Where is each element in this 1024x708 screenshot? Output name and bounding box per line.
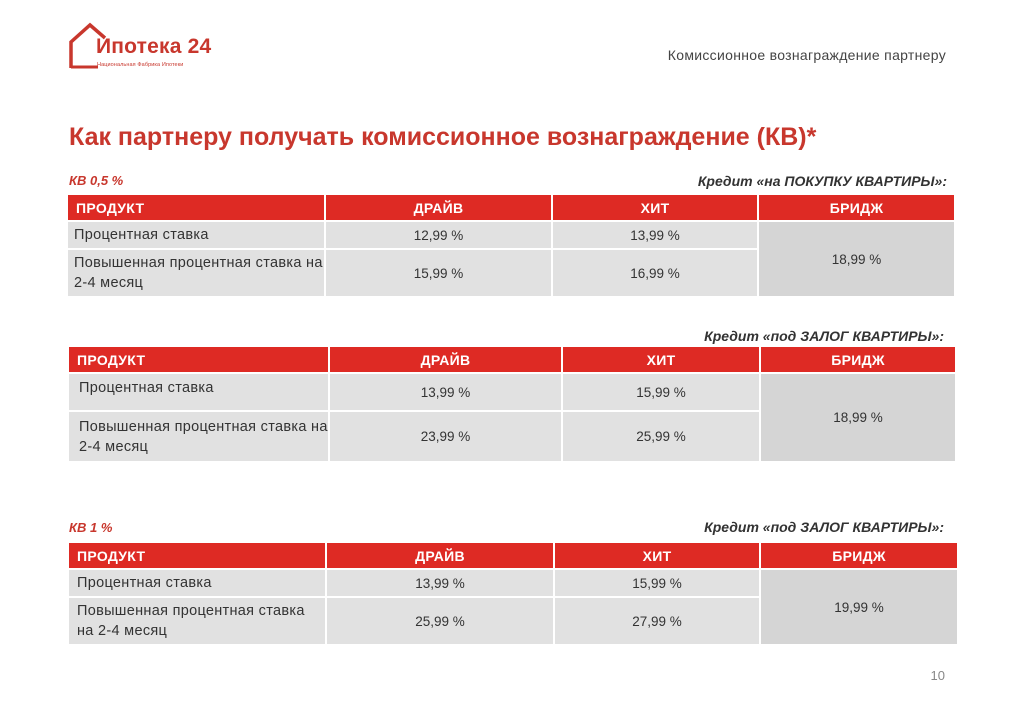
header-product: ПРОДУКТ — [69, 347, 328, 372]
cell-drive-increased: 25,99 % — [327, 598, 553, 644]
cell-hit-rate: 13,99 % — [553, 222, 757, 248]
cell-hit-rate: 15,99 % — [563, 374, 759, 410]
row-label-increased-rate: Повышенная процентная ставка на 2-4 меся… — [69, 412, 328, 461]
header-drive: ДРАЙВ — [327, 543, 553, 568]
rates-table-collateral: ПРОДУКТ ДРАЙВ ХИТ БРИДЖ Процентная ставк… — [67, 345, 957, 463]
row-label-increased-rate: Повышенная процентная ставка на 2-4 меся… — [69, 598, 325, 644]
logo-name: Ипотека 24 — [96, 35, 212, 58]
cell-bridge-rate: 19,99 % — [761, 570, 957, 644]
cell-drive-rate: 13,99 % — [327, 570, 553, 596]
cell-hit-rate: 15,99 % — [555, 570, 759, 596]
header-bridge: БРИДЖ — [761, 347, 955, 372]
cell-hit-increased: 27,99 % — [555, 598, 759, 644]
logo-subtitle: Национальная Фабрика Ипотеки — [97, 62, 184, 68]
row-label-rate: Процентная ставка — [69, 570, 325, 596]
table-header-row: ПРОДУКТ ДРАЙВ ХИТ БРИДЖ — [68, 195, 954, 220]
cell-drive-rate: 13,99 % — [330, 374, 561, 410]
credit-label-collateral: Кредит «под ЗАЛОГ КВАРТИРЫ»: — [704, 328, 944, 344]
table-row: Процентная ставка 13,99 % 15,99 % 18,99 … — [69, 374, 955, 461]
table-row: Процентная ставка 12,99 % 13,99 % 18,99 … — [68, 222, 954, 296]
cell-bridge-rate: 18,99 % — [761, 374, 955, 461]
page-title: Как партнеру получать комиссионное возна… — [69, 123, 817, 151]
credit-label-collateral-kv1: Кредит «под ЗАЛОГ КВАРТИРЫ»: — [704, 519, 944, 535]
page-number: 10 — [930, 668, 945, 683]
header-product: ПРОДУКТ — [68, 195, 324, 220]
cell-drive-increased: 15,99 % — [326, 250, 551, 296]
cell-drive-rate: 12,99 % — [326, 222, 551, 248]
table-row: Повышенная процентная ставка на 2-4 меся… — [69, 412, 955, 461]
header-hit: ХИТ — [563, 347, 759, 372]
cell-hit-increased: 25,99 % — [563, 412, 759, 461]
header-bridge: БРИДЖ — [759, 195, 954, 220]
header-product: ПРОДУКТ — [69, 543, 325, 568]
rates-table-collateral-kv1: ПРОДУКТ ДРАЙВ ХИТ БРИДЖ Процентная ставк… — [67, 541, 959, 646]
row-label-rate: Процентная ставка — [68, 222, 324, 248]
header-hit: ХИТ — [553, 195, 757, 220]
cell-bridge-rate: 18,99 % — [759, 222, 954, 296]
logo: Ипотека 24 Национальная Фабрика Ипотеки — [68, 22, 228, 72]
house-icon — [69, 22, 107, 69]
table-row: Повышенная процентная ставка на 2-4 меся… — [69, 598, 957, 644]
table-header-row: ПРОДУКТ ДРАЙВ ХИТ БРИДЖ — [69, 347, 955, 372]
credit-label-purchase: Кредит «на ПОКУПКУ КВАРТИРЫ»: — [697, 173, 947, 189]
row-label-increased-rate: Повышенная процентная ставка на 2-4 меся… — [68, 250, 324, 296]
kv-label-0-5: КВ 0,5 % — [69, 173, 124, 188]
cell-drive-increased: 23,99 % — [330, 412, 561, 461]
header-drive: ДРАЙВ — [330, 347, 561, 372]
table-header-row: ПРОДУКТ ДРАЙВ ХИТ БРИДЖ — [69, 543, 957, 568]
table-row: Повышенная процентная ставка на 2-4 меся… — [68, 250, 954, 296]
rates-table-purchase: ПРОДУКТ ДРАЙВ ХИТ БРИДЖ Процентная ставк… — [66, 193, 956, 298]
cell-hit-increased: 16,99 % — [553, 250, 757, 296]
header-drive: ДРАЙВ — [326, 195, 551, 220]
row-label-rate: Процентная ставка — [69, 374, 328, 410]
table-row: Процентная ставка 13,99 % 15,99 % 19,99 … — [69, 570, 957, 644]
header-bridge: БРИДЖ — [761, 543, 957, 568]
header-title: Комиссионное вознаграждение партнеру — [667, 47, 946, 63]
kv-label-1: КВ 1 % — [69, 520, 113, 535]
header-hit: ХИТ — [555, 543, 759, 568]
